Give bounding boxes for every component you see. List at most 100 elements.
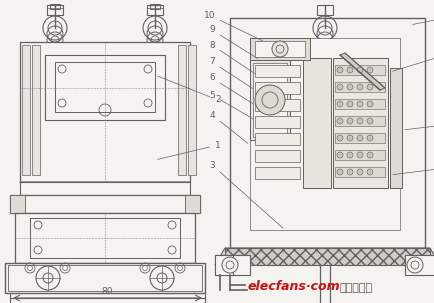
Bar (15, 213, 194, 263)
Polygon shape (214, 248, 434, 265)
Circle shape (336, 152, 342, 158)
Text: 6: 6 (209, 74, 252, 104)
Circle shape (356, 101, 362, 107)
Circle shape (336, 118, 342, 124)
Text: 80: 80 (101, 287, 112, 296)
Bar (389, 68, 401, 188)
Text: 4: 4 (209, 111, 247, 143)
Text: 7: 7 (209, 58, 252, 88)
Bar (254, 167, 299, 179)
Polygon shape (230, 18, 424, 38)
Bar (8, 265, 201, 291)
Bar (30, 218, 180, 258)
Bar (254, 150, 299, 162)
Text: 10: 10 (203, 11, 262, 41)
Circle shape (366, 152, 372, 158)
Text: 5: 5 (209, 91, 252, 118)
Circle shape (356, 135, 362, 141)
Circle shape (366, 84, 372, 90)
Bar (187, 45, 196, 175)
Circle shape (356, 118, 362, 124)
Text: 11: 11 (412, 14, 434, 25)
Circle shape (336, 84, 342, 90)
Circle shape (346, 135, 352, 141)
Circle shape (346, 152, 352, 158)
Bar (22, 45, 30, 175)
Bar (178, 45, 186, 175)
Text: 9: 9 (209, 25, 257, 58)
Circle shape (336, 67, 342, 73)
Bar (254, 65, 299, 77)
Text: 3: 3 (209, 161, 282, 228)
Text: 2: 2 (157, 76, 220, 105)
Bar (404, 255, 434, 275)
Circle shape (346, 84, 352, 90)
Circle shape (346, 118, 352, 124)
Bar (334, 133, 384, 143)
Polygon shape (20, 182, 190, 195)
Bar (334, 150, 384, 160)
Circle shape (366, 118, 372, 124)
Bar (55, 62, 155, 112)
Circle shape (346, 67, 352, 73)
Bar (254, 41, 304, 57)
Bar (334, 99, 384, 109)
Bar (253, 63, 286, 137)
Bar (20, 182, 190, 195)
Bar (254, 133, 299, 145)
Polygon shape (339, 53, 384, 90)
Bar (332, 58, 387, 188)
Circle shape (356, 152, 362, 158)
Bar (334, 82, 384, 92)
Circle shape (336, 169, 342, 175)
Circle shape (356, 67, 362, 73)
Bar (20, 42, 190, 182)
Bar (10, 195, 25, 213)
Bar (224, 248, 429, 265)
Bar (250, 38, 399, 230)
Circle shape (346, 101, 352, 107)
Circle shape (346, 169, 352, 175)
Bar (250, 38, 309, 60)
Polygon shape (230, 230, 424, 248)
Circle shape (366, 135, 372, 141)
Circle shape (366, 67, 372, 73)
Bar (214, 255, 233, 275)
Circle shape (271, 41, 287, 57)
Bar (147, 5, 163, 15)
Circle shape (356, 169, 362, 175)
Bar (254, 116, 299, 128)
Bar (334, 167, 384, 177)
Bar (10, 195, 200, 213)
Text: elecfans·com: elecfans·com (247, 280, 340, 293)
Bar (302, 58, 330, 188)
Bar (334, 65, 384, 75)
Bar (316, 5, 332, 15)
Bar (5, 263, 204, 293)
Bar (50, 4, 60, 9)
Bar (214, 255, 250, 275)
Bar (184, 195, 200, 213)
Text: 8: 8 (209, 41, 254, 73)
Bar (254, 82, 299, 94)
Text: 12: 12 (404, 121, 434, 130)
Text: 14: 14 (392, 51, 434, 71)
Polygon shape (230, 18, 250, 248)
Bar (334, 116, 384, 126)
Bar (47, 5, 63, 15)
Bar (254, 99, 299, 111)
Text: 13: 13 (392, 164, 434, 175)
Circle shape (366, 101, 372, 107)
Circle shape (366, 169, 372, 175)
Bar (230, 18, 424, 248)
Circle shape (336, 135, 342, 141)
Circle shape (356, 84, 362, 90)
Circle shape (406, 257, 422, 273)
Bar (250, 60, 289, 140)
Bar (150, 4, 160, 9)
Circle shape (336, 101, 342, 107)
Bar (32, 45, 40, 175)
Circle shape (254, 85, 284, 115)
Text: 电子发烧友: 电子发烧友 (339, 283, 372, 293)
Text: 1: 1 (158, 141, 220, 159)
